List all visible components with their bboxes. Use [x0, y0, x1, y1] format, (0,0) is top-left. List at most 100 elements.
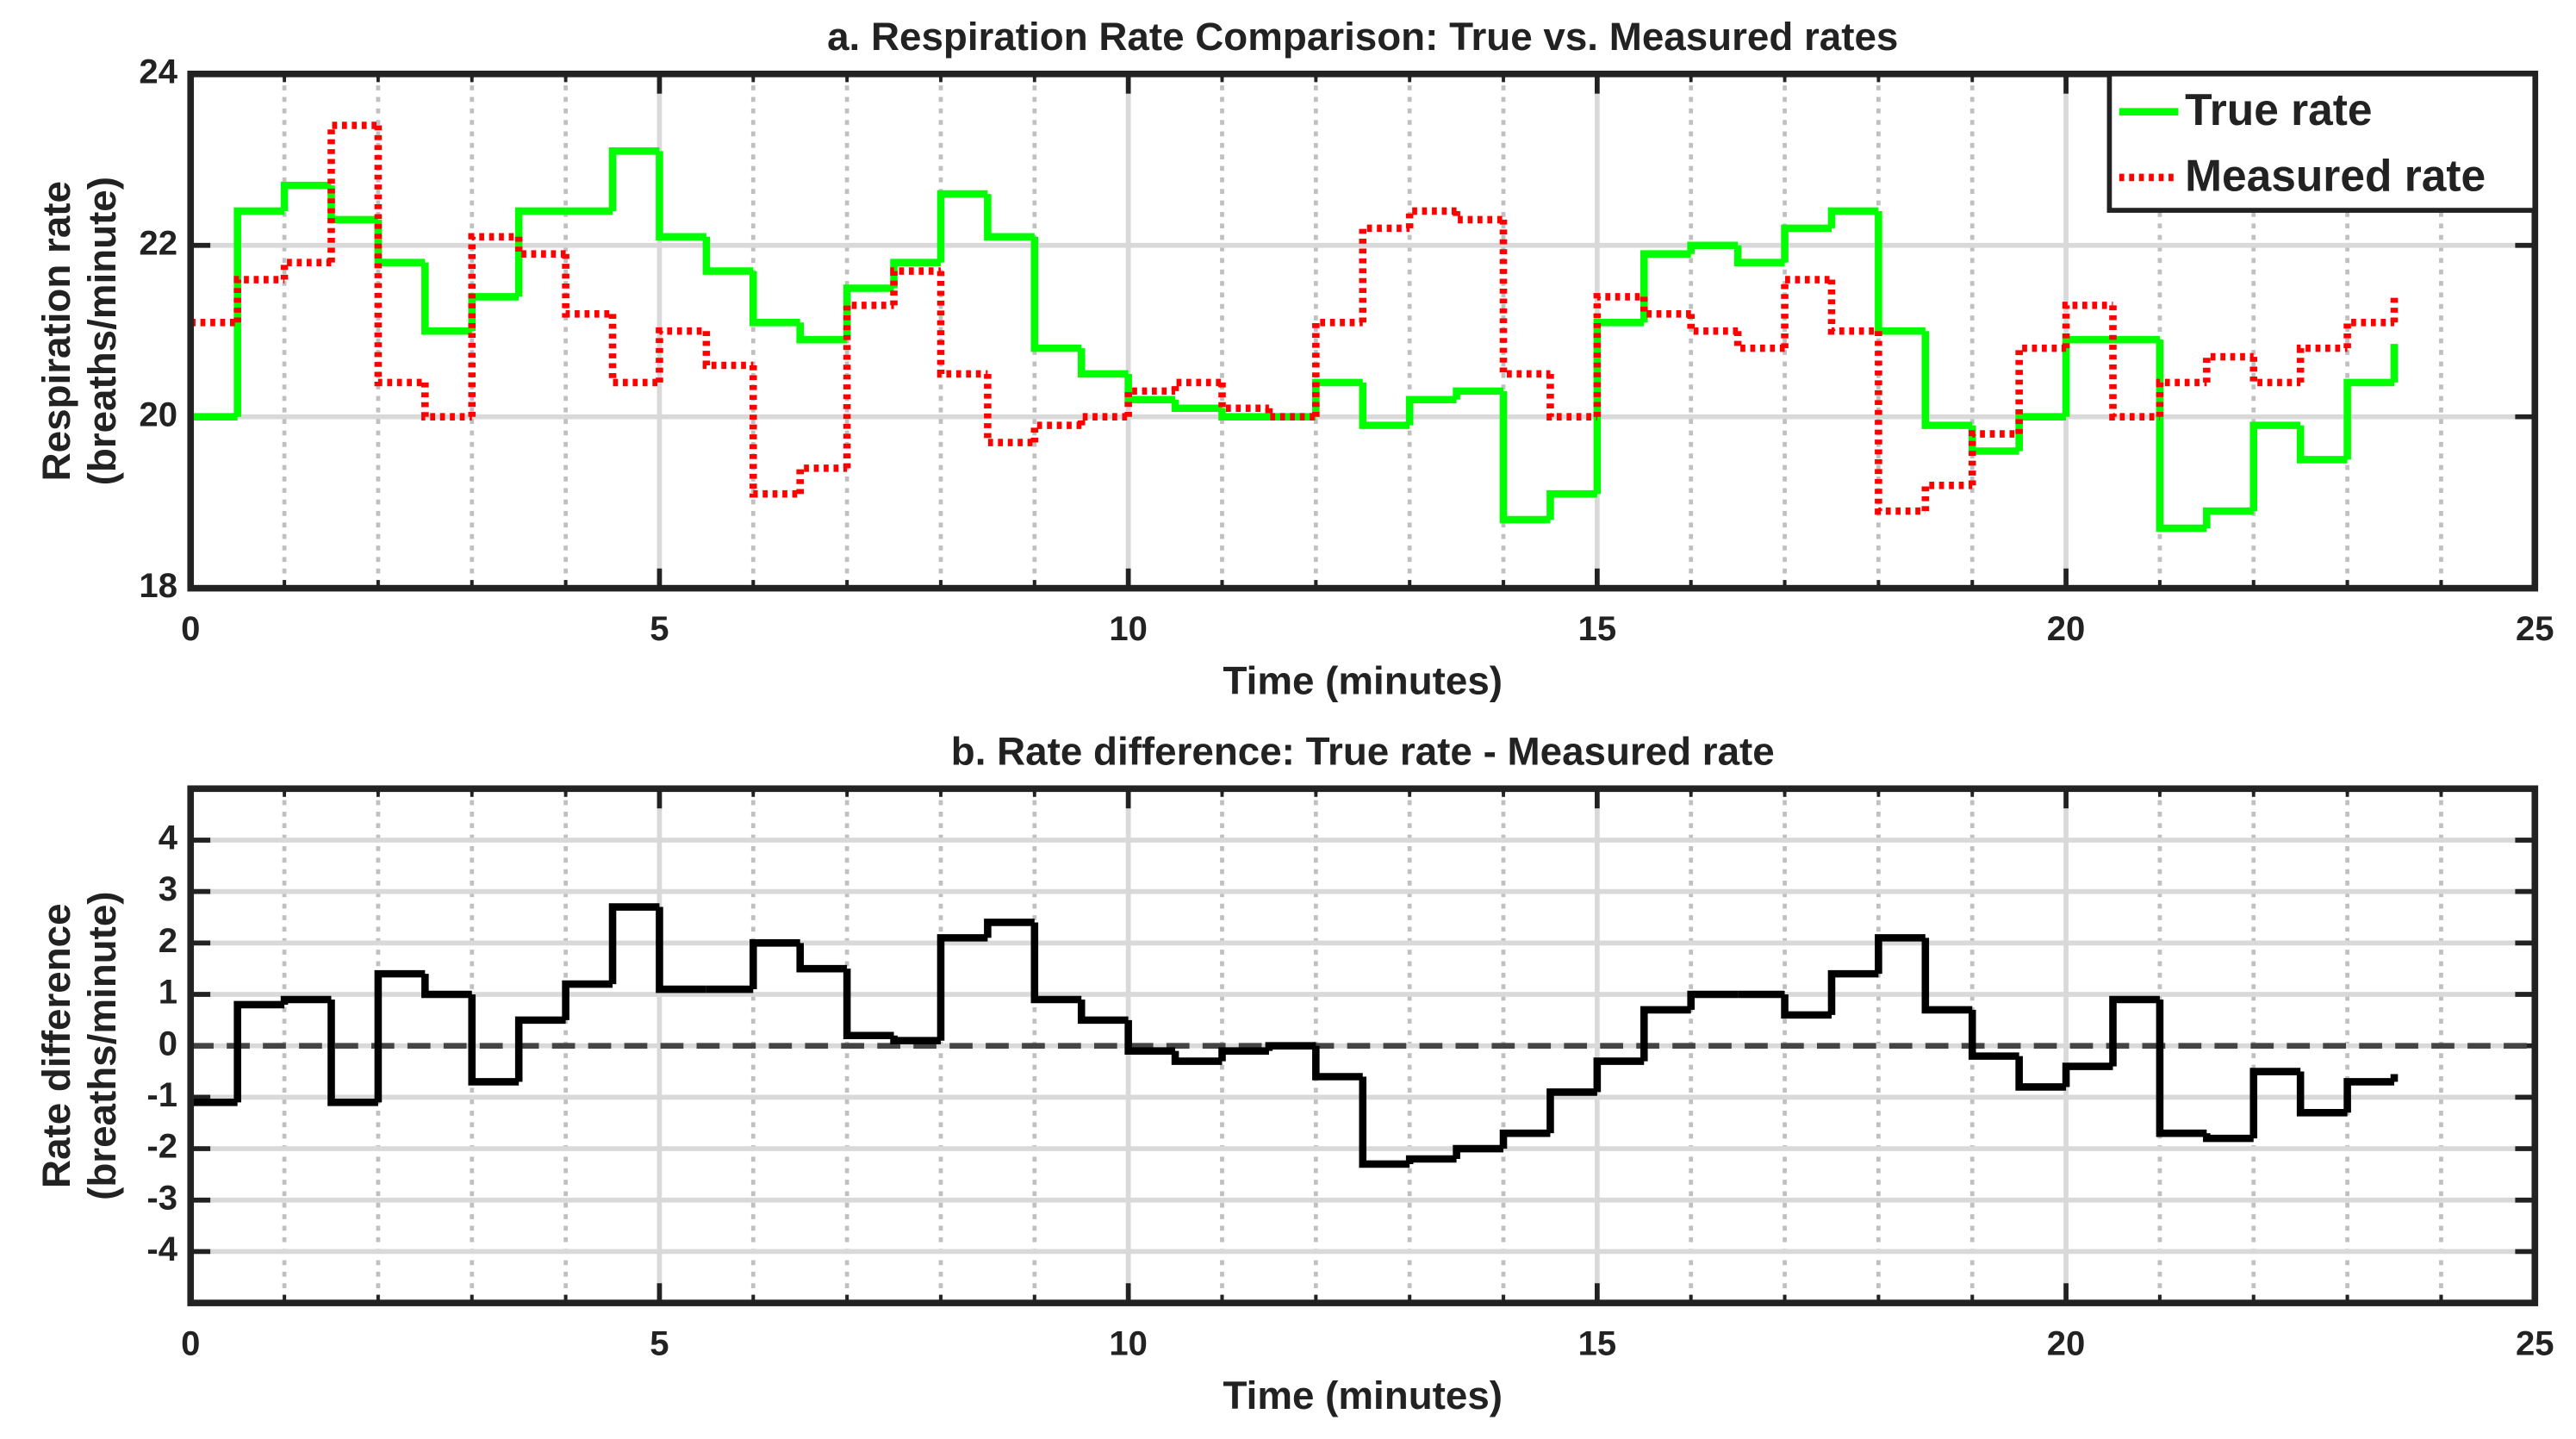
step-segment — [1171, 1050, 1223, 1065]
step-segment — [1312, 378, 1363, 417]
step-segment — [1546, 489, 1597, 520]
step-segment — [514, 1016, 566, 1082]
step-segment — [1968, 425, 2019, 455]
step-segment — [1781, 224, 1832, 263]
step-segment — [1781, 994, 1832, 1019]
step-segment — [1593, 1057, 1645, 1093]
step-segment — [327, 999, 378, 1106]
step-segment — [1124, 373, 1176, 404]
step-segment — [890, 1035, 941, 1045]
step-segment — [1453, 210, 1504, 224]
step-segment — [843, 969, 894, 1040]
step-segment — [1499, 219, 1551, 378]
chart-title: b. Rate difference: True rate - Measured… — [951, 729, 1775, 773]
step-segment — [796, 464, 848, 495]
y-tick-label: 18 — [139, 567, 177, 605]
x-tick-label: 15 — [1578, 1324, 1617, 1362]
x-tick-label: 20 — [2047, 1324, 2086, 1362]
y-tick-label: 0 — [159, 1025, 177, 1062]
y-axis-label: (breaths/minute) — [80, 891, 124, 1199]
step-segment — [2015, 344, 2067, 434]
step-segment — [2156, 378, 2207, 417]
step-segment — [1265, 408, 1316, 420]
step-segment — [1687, 314, 1739, 335]
step-segment — [1968, 430, 2019, 486]
x-tick-label: 5 — [650, 610, 669, 648]
step-segment — [2296, 1071, 2348, 1117]
step-segment — [1499, 1129, 1551, 1149]
x-tick-label: 5 — [650, 1324, 669, 1362]
step-segment — [1359, 382, 1410, 429]
step-segment — [2156, 340, 2207, 533]
step-segment — [1453, 1144, 1504, 1160]
step-segment — [843, 302, 894, 469]
step-segment — [1875, 934, 1926, 975]
step-segment — [327, 121, 378, 263]
step-segment — [1077, 413, 1129, 426]
step-segment — [1875, 331, 1926, 515]
step-segment — [1921, 938, 1973, 1014]
step-segment — [1640, 296, 1691, 318]
axes-box — [187, 785, 2539, 1306]
series — [190, 903, 2399, 1168]
step-segment — [2203, 352, 2254, 383]
step-segment — [1827, 207, 1879, 228]
y-tick-label: 2 — [159, 922, 177, 960]
step-segment — [421, 974, 472, 999]
step-segment — [468, 994, 520, 1086]
step-segment — [702, 331, 754, 370]
y-tick-label: 20 — [139, 396, 177, 433]
y-tick-label: 22 — [139, 224, 177, 262]
step-segment — [421, 262, 472, 335]
step-segment — [2249, 357, 2301, 387]
step-segment — [1218, 408, 1269, 420]
step-segment — [562, 253, 613, 318]
step-segment — [1405, 396, 1457, 426]
step-segment — [936, 271, 988, 378]
step-segment — [2062, 302, 2113, 349]
step-segment — [374, 219, 426, 266]
step-segment — [2156, 999, 2207, 1137]
axes-box — [187, 70, 2539, 592]
x-axis-label: Time (minutes) — [1223, 1374, 1503, 1417]
step-segment — [2015, 413, 2067, 452]
y-axis-label: (breaths/minute) — [80, 177, 124, 485]
step-segment — [1921, 481, 1973, 512]
step-segment — [1499, 390, 1551, 524]
x-tick-label: 25 — [2516, 610, 2554, 648]
step-segment — [1265, 1042, 1316, 1051]
step-segment — [1546, 373, 1597, 420]
step-segment — [2203, 507, 2254, 529]
step-segment — [1827, 279, 1879, 335]
step-segment — [1640, 1006, 1691, 1062]
step-segment — [1359, 1076, 1410, 1168]
step-segment — [890, 267, 941, 306]
step-segment — [1405, 1155, 1457, 1164]
step-segment — [1687, 241, 1739, 254]
step-segment — [1077, 348, 1129, 378]
x-tick-label: 10 — [1109, 1324, 1148, 1362]
step-segment — [749, 939, 800, 990]
step-segment — [468, 233, 520, 417]
step-segment — [233, 1000, 285, 1103]
step-segment — [2015, 1056, 2067, 1091]
y-tick-label: 1 — [159, 974, 177, 1012]
step-segment — [468, 293, 520, 332]
step-segment — [1359, 224, 1410, 323]
x-tick-label: 20 — [2047, 610, 2086, 648]
step-segment — [702, 236, 754, 275]
step-segment — [2343, 1078, 2395, 1113]
step-segment — [1124, 387, 1176, 417]
y-tick-label: -1 — [146, 1076, 177, 1114]
step-segment — [1171, 399, 1223, 413]
step-segment — [1405, 207, 1457, 228]
step-segment — [562, 980, 613, 1020]
step-segment — [1875, 210, 1926, 335]
step-segment — [2062, 335, 2113, 417]
step-segment — [1733, 245, 1785, 266]
step-segment — [984, 373, 1035, 446]
step-segment — [233, 207, 285, 417]
step-segment — [1312, 1045, 1363, 1081]
series — [190, 121, 2399, 515]
